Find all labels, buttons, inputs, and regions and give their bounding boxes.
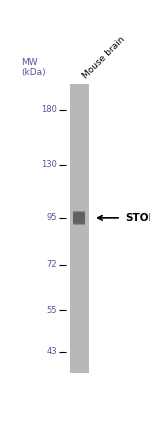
Bar bbox=[73, 215, 85, 224]
Bar bbox=[73, 212, 85, 220]
Text: 43: 43 bbox=[46, 347, 57, 356]
Bar bbox=[73, 213, 85, 222]
Text: 95: 95 bbox=[47, 213, 57, 222]
Bar bbox=[73, 217, 85, 225]
Bar bbox=[73, 211, 85, 218]
Text: 55: 55 bbox=[47, 305, 57, 315]
Text: Mouse brain: Mouse brain bbox=[82, 35, 127, 81]
Text: 72: 72 bbox=[46, 260, 57, 269]
Text: 180: 180 bbox=[41, 106, 57, 115]
Text: STOP: STOP bbox=[126, 213, 150, 223]
Text: MW
(kDa): MW (kDa) bbox=[21, 58, 46, 77]
Text: 130: 130 bbox=[41, 161, 57, 170]
Bar bbox=[70, 84, 88, 373]
